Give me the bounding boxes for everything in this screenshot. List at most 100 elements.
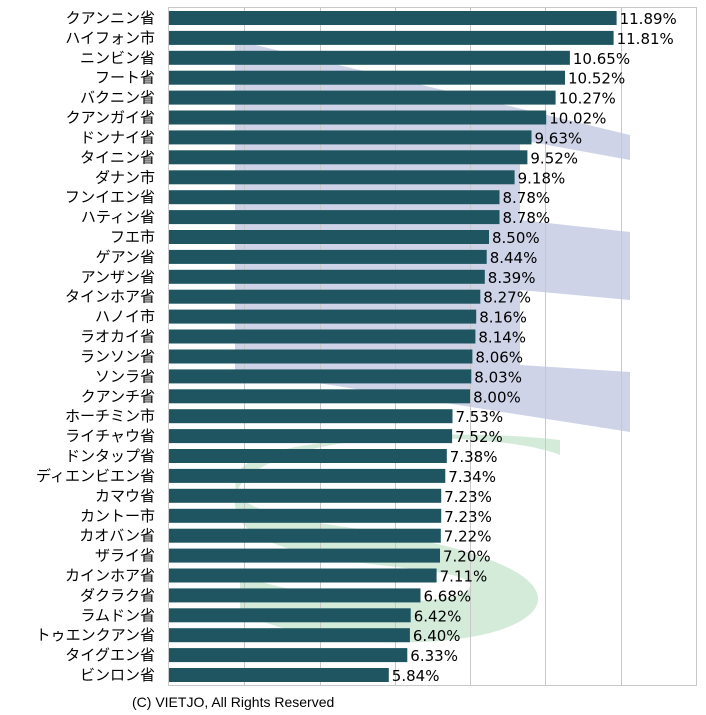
bar — [169, 50, 570, 65]
category-label: カントー市 — [80, 507, 155, 525]
category-label: トゥエンクアン省 — [36, 626, 155, 644]
category-label: ホーチミン市 — [65, 407, 155, 425]
value-label: 9.63% — [535, 129, 583, 147]
category-label: ハティン省 — [81, 208, 155, 226]
category-label: ソンラ省 — [95, 367, 155, 385]
category-label: ゲアン省 — [96, 248, 155, 266]
bar — [169, 429, 453, 444]
bar — [169, 648, 408, 663]
value-label: 7.23% — [444, 508, 492, 526]
category-label: ハノイ市 — [95, 308, 155, 326]
value-label: 7.11% — [440, 568, 488, 586]
bar — [169, 269, 485, 284]
bar — [169, 349, 473, 364]
bars — [169, 11, 617, 682]
value-label: 6.42% — [414, 607, 462, 625]
bar — [169, 110, 547, 125]
bar — [169, 70, 565, 85]
category-label: ビンロン省 — [80, 666, 155, 684]
value-label: 8.06% — [475, 349, 523, 367]
category-label: フート省 — [95, 69, 155, 87]
value-label: 10.27% — [559, 90, 616, 108]
category-label: ダナン市 — [95, 168, 155, 186]
category-label: ライチャウ省 — [65, 427, 155, 445]
bar — [169, 369, 472, 384]
category-label: クアンチ省 — [81, 387, 155, 405]
category-labels: クアンニン省ハイフォン市ニンビン省フート省バクニン省クアンガイ省ドンナイ省タイニ… — [36, 9, 155, 684]
copyright-text: (C) VIETJO, All Rights Reserved — [132, 694, 335, 710]
value-label: 6.40% — [413, 627, 461, 645]
value-label: 9.18% — [518, 169, 566, 187]
bar — [169, 329, 476, 344]
value-label: 10.65% — [573, 50, 630, 68]
bar — [169, 170, 515, 185]
bar — [169, 249, 487, 264]
value-label: 7.22% — [444, 528, 492, 546]
value-label: 7.20% — [443, 548, 491, 566]
value-label: 7.23% — [444, 488, 492, 506]
value-label: 7.38% — [450, 448, 498, 466]
bar — [169, 230, 489, 244]
category-label: クアンニン省 — [66, 9, 155, 27]
category-label: バクニン省 — [80, 89, 155, 107]
category-label: ハイフォン市 — [65, 29, 155, 47]
value-label: 5.84% — [392, 667, 440, 685]
category-label: ドンタップ省 — [65, 447, 155, 465]
value-label: 8.16% — [479, 309, 527, 327]
bar — [169, 190, 500, 205]
bar — [169, 548, 440, 563]
category-label: ドンナイ省 — [80, 128, 155, 146]
value-label: 6.33% — [410, 647, 458, 665]
bar — [169, 289, 481, 304]
value-label: 8.78% — [503, 209, 551, 227]
category-label: ラオカイ省 — [80, 328, 155, 346]
value-label: 11.89% — [620, 10, 677, 28]
bar — [169, 11, 617, 25]
bar — [169, 628, 410, 643]
category-label: ディエンビエン省 — [36, 467, 155, 485]
bar — [169, 90, 556, 105]
bar — [169, 488, 442, 503]
category-label: フエ市 — [110, 228, 155, 246]
value-label: 8.44% — [490, 249, 538, 267]
bar — [169, 468, 446, 483]
value-label: 7.53% — [456, 408, 504, 426]
category-label: カインホア省 — [65, 567, 155, 585]
value-label: 8.27% — [483, 289, 531, 307]
category-label: ニンビン省 — [80, 49, 155, 67]
category-label: アンザン省 — [81, 268, 155, 286]
value-label: 8.50% — [492, 229, 540, 247]
category-label: タイニン省 — [80, 148, 155, 166]
category-label: ダクラク省 — [80, 586, 155, 604]
value-label: 8.39% — [488, 269, 536, 287]
plot-area-frame — [168, 7, 697, 686]
bar — [169, 528, 441, 543]
bar — [169, 150, 528, 165]
category-label: ランソン省 — [80, 348, 155, 366]
value-label: 8.00% — [473, 388, 521, 406]
value-label: 8.78% — [503, 189, 551, 207]
bar — [169, 668, 389, 682]
value-labels: 11.89% 11.81% 10.65% 10.52% 10.27% 10.02%9.63… — [392, 10, 677, 685]
value-label: 9.52% — [530, 149, 578, 167]
bar — [169, 608, 411, 623]
bar — [169, 309, 477, 324]
bar — [169, 568, 437, 583]
bar — [169, 30, 614, 45]
value-label: 8.14% — [478, 329, 526, 347]
bar — [169, 389, 471, 404]
value-label: 11.81% — [617, 30, 674, 48]
bar — [169, 508, 442, 523]
bar — [169, 588, 421, 603]
category-label: クアンガイ省 — [66, 109, 155, 127]
bar — [169, 449, 447, 463]
bar — [169, 130, 532, 145]
bar — [169, 409, 453, 424]
category-label: タイグエン省 — [65, 646, 155, 664]
value-label: 7.34% — [448, 468, 496, 486]
value-label: 10.52% — [568, 70, 625, 88]
category-label: タインホア省 — [65, 288, 155, 306]
bar — [169, 210, 500, 225]
category-label: カオバン省 — [79, 527, 155, 545]
value-label: 6.68% — [424, 587, 472, 605]
